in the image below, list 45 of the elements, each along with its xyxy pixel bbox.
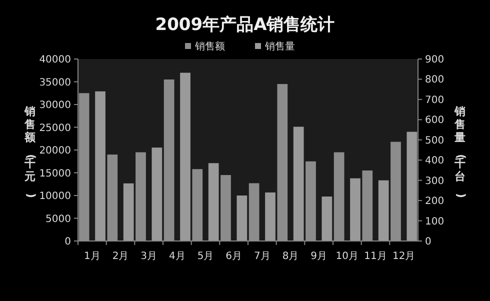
x-tick-label: 4月 bbox=[168, 251, 186, 262]
y-tick-label: 25000 bbox=[39, 122, 71, 134]
bar bbox=[180, 72, 190, 241]
y-tick-label: 5000 bbox=[46, 214, 71, 225]
legend-label: 销售量 bbox=[264, 40, 295, 52]
y2-tick-label: 700 bbox=[425, 94, 444, 106]
y2-tick-label: 400 bbox=[425, 156, 444, 167]
y2-tick-label: 900 bbox=[425, 54, 444, 66]
y-tick-label: 0 bbox=[64, 236, 71, 248]
y2-tick-label: 300 bbox=[425, 176, 444, 187]
x-tick-label: 11月 bbox=[364, 251, 387, 262]
y2-axis-title: 销售量(千台) bbox=[454, 105, 468, 198]
y-axis-title: 销售额(千元) bbox=[24, 105, 38, 198]
y-tick-label: 35000 bbox=[39, 77, 71, 88]
x-tick-label: 6月 bbox=[226, 251, 242, 262]
y2-tick-label: 0 bbox=[425, 236, 432, 248]
y-tick-label: 40000 bbox=[39, 54, 71, 66]
y2-tick-label: 800 bbox=[425, 74, 444, 86]
bar bbox=[95, 91, 106, 241]
bar bbox=[265, 192, 276, 241]
x-tick-label: 3月 bbox=[140, 251, 158, 262]
x-tick-label: 1月 bbox=[84, 251, 100, 262]
bar bbox=[406, 132, 418, 241]
x-tick-label: 2月 bbox=[112, 251, 129, 262]
y2-tick-label: 200 bbox=[425, 196, 444, 208]
x-tick-label: 7月 bbox=[254, 251, 270, 262]
legend-label: 销售额 bbox=[194, 40, 225, 52]
bar bbox=[208, 163, 219, 241]
bar bbox=[123, 183, 134, 241]
y2-tick-label: 500 bbox=[425, 135, 444, 146]
x-tick-label: 12月 bbox=[392, 251, 416, 262]
x-tick-label: 8月 bbox=[282, 251, 299, 262]
y-tick-label: 15000 bbox=[39, 168, 71, 180]
y2-tick-label: 100 bbox=[425, 216, 444, 228]
y-tick-label: 30000 bbox=[39, 100, 71, 111]
x-tick-label: 5月 bbox=[197, 251, 214, 262]
chart-title: 2009年产品A销售统计 bbox=[155, 15, 335, 35]
y-tick-label: 20000 bbox=[39, 146, 71, 156]
x-tick-label: 10月 bbox=[336, 251, 359, 262]
y-tick-label: 10000 bbox=[39, 191, 71, 202]
bar bbox=[378, 180, 389, 241]
bar bbox=[350, 178, 360, 241]
x-tick-label: 9月 bbox=[310, 251, 328, 262]
y2-tick-label: 600 bbox=[425, 115, 444, 126]
bar bbox=[293, 126, 304, 241]
